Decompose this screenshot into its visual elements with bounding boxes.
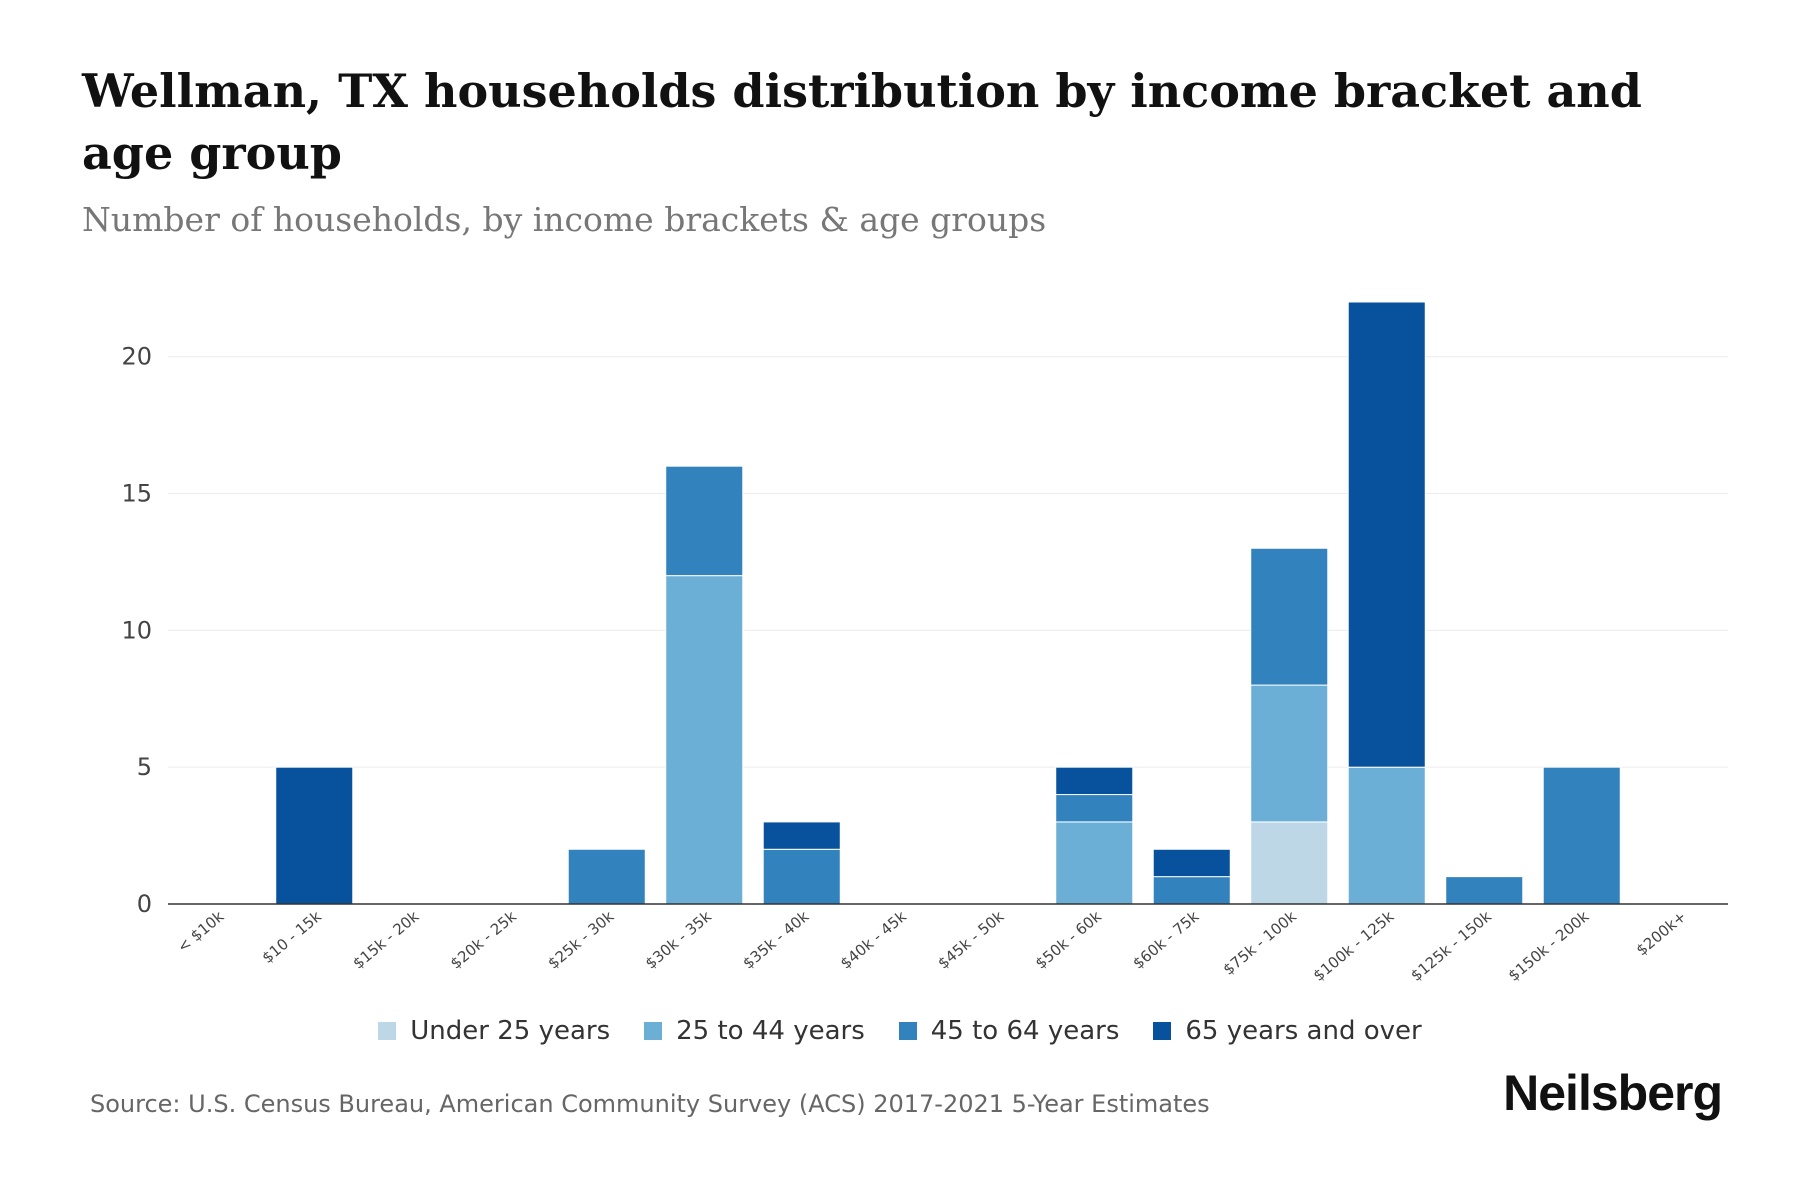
bar-segment: [1250, 547, 1329, 686]
x-tick-label: $40k - 45k: [837, 907, 910, 972]
x-tick-label: $35k - 40k: [739, 907, 812, 972]
x-tick-label: $125k - 150k: [1407, 907, 1495, 985]
x-tick-label: $50k - 60k: [1032, 907, 1105, 972]
legend-swatch: [378, 1022, 397, 1040]
y-tick-label: 10: [121, 616, 152, 644]
x-tick-label: $20k - 25k: [447, 907, 520, 972]
source-note: Source: U.S. Census Bureau, American Com…: [90, 1090, 1210, 1118]
y-tick-label: 15: [121, 480, 152, 508]
x-tick-label: $30k - 35k: [642, 907, 715, 972]
bar-segment: [665, 575, 744, 905]
chart-subtitle: Number of households, by income brackets…: [82, 200, 1047, 239]
y-tick-label: 20: [121, 343, 152, 371]
y-tick-label: 0: [137, 890, 152, 918]
chart-title: Wellman, TX households distribution by i…: [82, 64, 1642, 180]
bar-segment: [1152, 876, 1231, 905]
bar-segment: [275, 766, 354, 905]
bar-segment: [1347, 301, 1426, 768]
bar-segment: [1055, 821, 1134, 905]
bar-segment: [1250, 821, 1329, 905]
bar-segment: [1055, 794, 1134, 823]
bar-segment: [1445, 876, 1524, 905]
bar-segment: [762, 848, 841, 905]
bar-segment: [1152, 848, 1231, 878]
legend-item: 25 to 44 years: [644, 1016, 865, 1046]
x-tick-label: $15k - 20k: [349, 907, 422, 972]
legend-label: 65 years and over: [1185, 1016, 1422, 1046]
legend-label: Under 25 years: [410, 1016, 611, 1046]
legend-swatch: [898, 1022, 917, 1040]
legend-label: 45 to 64 years: [930, 1016, 1120, 1046]
x-tick-label: $200k+: [1633, 907, 1690, 959]
bar-segment: [762, 821, 841, 850]
legend-swatch: [1153, 1022, 1172, 1040]
y-tick-label: 5: [137, 753, 152, 781]
x-tick-label: $45k - 50k: [934, 907, 1007, 972]
legend-item: Under 25 years: [378, 1016, 610, 1046]
bar-segment: [1055, 766, 1134, 796]
brand-logo: Neilsberg: [1503, 1065, 1723, 1121]
legend-item: 65 years and over: [1153, 1016, 1422, 1046]
x-tick-label: $150k - 200k: [1505, 907, 1593, 985]
x-tick-label: $10 - 15k: [259, 907, 325, 967]
stacked-bar-chart: 0 5 10 15 20 < $10k $10 - 15k $15k - 20k $20k - …: [121, 301, 1728, 985]
chart-legend: Under 25 years 25 to 44 years 45 to 64 yea…: [0, 1016, 1800, 1046]
bar-segment: [1542, 766, 1621, 905]
x-tick-label: < $10k: [174, 907, 228, 956]
bar-segment: [665, 465, 744, 577]
bar-segment: [567, 848, 646, 905]
bar-segment: [1250, 684, 1329, 823]
x-tick-label: $25k - 30k: [544, 907, 617, 972]
x-tick-label: $75k - 100k: [1220, 907, 1300, 979]
x-tick-label: $100k - 125k: [1310, 907, 1398, 985]
legend-item: 45 to 64 years: [898, 1016, 1120, 1046]
legend-swatch: [644, 1022, 663, 1040]
legend-label: 25 to 44 years: [676, 1016, 865, 1046]
bar-segment: [1347, 766, 1426, 905]
x-tick-label: $60k - 75k: [1129, 907, 1202, 972]
